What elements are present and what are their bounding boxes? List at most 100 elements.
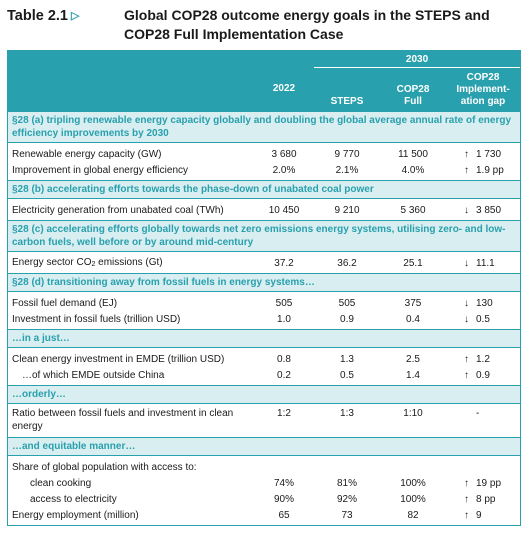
- cell-2022: 10 450: [268, 204, 300, 216]
- cell-2022: 65: [278, 509, 290, 521]
- section-heading: §28 (d) transitioning away from fossil f…: [8, 273, 521, 292]
- cell-cop28: 82: [407, 509, 419, 521]
- arrow-up-icon: ↑: [464, 164, 469, 176]
- arrow-up-icon: ↑: [464, 477, 469, 489]
- cell-2022: 0.8: [277, 353, 291, 365]
- cell-cop28: 100%: [400, 477, 426, 489]
- header-blank: [8, 67, 254, 112]
- table-title-row: Table 2.1 ▷ Global COP28 outcome energy g…: [7, 6, 525, 50]
- cell-steps: 2.1%: [335, 164, 359, 176]
- row-label: Share of global population with access t…: [12, 461, 197, 473]
- cell-cop28: 5 360: [400, 204, 426, 216]
- section-heading: §28 (c) accelerating efforts globally to…: [8, 220, 521, 252]
- arrow-up-icon: ↑: [464, 509, 469, 521]
- arrow-down-icon: ↓: [464, 204, 469, 216]
- cell-cop28: 100%: [400, 493, 426, 505]
- cell-steps: 36.2: [337, 257, 357, 269]
- section-heading: …orderly…: [8, 385, 521, 404]
- cell-steps: 9 210: [334, 204, 360, 216]
- cell-cop28: 1:10: [403, 408, 423, 419]
- arrow-down-icon: ↓: [464, 257, 469, 269]
- cell-2022: 1:2: [277, 408, 291, 419]
- cell-cop28: 4.0%: [401, 164, 425, 176]
- row-label: Energy employment (million): [12, 509, 139, 521]
- table-row: Energy employment (million) 65 73 82 ↑ 9: [8, 507, 520, 525]
- cell-steps: 1.3: [340, 353, 354, 365]
- cell-2022: 74%: [273, 477, 294, 489]
- triangle-icon: ▷: [70, 10, 80, 22]
- row-label: Electricity generation from unabated coa…: [12, 204, 224, 216]
- cell-2022: 1.0: [277, 313, 291, 325]
- row-label: Investment in fossil fuels (trillion USD…: [12, 313, 181, 325]
- cell-2022: 90%: [273, 493, 294, 505]
- cell-gap: ↑ 1 730: [464, 148, 502, 160]
- table-row: Clean energy investment in EMDE (trillio…: [8, 348, 520, 368]
- table-row: clean cooking 74% 81% 100% ↑ 19 pp: [8, 475, 520, 491]
- table-row: Renewable energy capacity (GW) 3 680 9 7…: [8, 143, 520, 163]
- cell-cop28: 25.1: [403, 257, 423, 269]
- cell-steps: 0.9: [340, 313, 354, 325]
- table-row: Share of global population with access t…: [8, 456, 520, 476]
- row-label: Fossil fuel demand (EJ): [12, 297, 118, 309]
- row-label: Improvement in global energy efficiency: [12, 164, 189, 176]
- title-line-1: Global COP28 outcome energy goals in the…: [124, 7, 490, 23]
- table-header: 2030 2022 STEPS COP28 Full COP28 Implement…: [8, 51, 521, 112]
- cell-gap: ↑ 8 pp: [464, 493, 496, 505]
- cell-2022: 37.2: [274, 257, 294, 269]
- table-row: Fossil fuel demand (EJ) 505 505 375 ↓ 130: [8, 292, 520, 312]
- cell-cop28: 11 500: [398, 148, 428, 160]
- cell-gap: ↑ 9: [464, 509, 482, 521]
- cell-cop28: 0.4: [406, 313, 420, 325]
- cell-gap: ↑ 0.9: [464, 369, 490, 381]
- cell-steps: 73: [341, 509, 353, 521]
- table-title: Global COP28 outcome energy goals in the…: [124, 6, 490, 44]
- cell-steps: 92%: [336, 493, 357, 505]
- table-row: Improvement in global energy efficiency …: [8, 162, 520, 181]
- arrow-up-icon: ↑: [464, 148, 469, 160]
- row-label: Ratio between fossil fuels and investmen…: [12, 408, 234, 432]
- cell-gap: -: [476, 408, 480, 419]
- cell-gap: ↑ 1.9 pp: [464, 164, 504, 176]
- table-row: …of which EMDE outside China 0.2 0.5 1.4…: [8, 367, 520, 386]
- table-row: Investment in fossil fuels (trillion USD…: [8, 311, 520, 330]
- cell-2022: 505: [275, 297, 293, 309]
- title-line-2: COP28 Full Implementation Case: [124, 26, 344, 42]
- cell-gap: ↑ 19 pp: [464, 477, 502, 489]
- cell-gap: ↓ 3 850: [464, 204, 502, 216]
- row-label: Clean energy investment in EMDE (trillio…: [12, 353, 225, 365]
- arrow-up-icon: ↑: [464, 369, 469, 381]
- cell-steps: 81%: [336, 477, 357, 489]
- table-row: Energy sector CO2 emissions (Gt) 37.2 36…: [8, 252, 520, 274]
- table-row: access to electricity 90% 92% 100% ↑ 8 pp: [8, 491, 520, 507]
- row-label: Energy sector CO2 emissions (Gt): [12, 256, 163, 268]
- row-label: …of which EMDE outside China: [22, 369, 165, 381]
- row-label: clean cooking: [30, 477, 92, 489]
- section-heading: §28 (b) accelerating efforts towards the…: [8, 180, 521, 199]
- table-label: Table 2.1 ▷: [7, 8, 80, 24]
- cell-cop28: 1.4: [406, 369, 420, 381]
- cell-gap: ↓ 11.1: [464, 257, 495, 269]
- cell-steps: 505: [338, 297, 356, 309]
- row-label: Renewable energy capacity (GW): [12, 148, 162, 160]
- cell-2022: 2.0%: [272, 164, 296, 176]
- table-body: §28 (a) tripling renewable energy capaci…: [8, 111, 521, 526]
- data-table: 2030 2022 STEPS COP28 Full COP28 Implement…: [8, 51, 521, 526]
- table-row: Electricity generation from unabated coa…: [8, 199, 520, 221]
- header-2022: 2022: [254, 67, 314, 112]
- table-row: Ratio between fossil fuels and investmen…: [8, 404, 520, 438]
- section-heading: …and equitable manner…: [8, 437, 521, 456]
- cell-cop28: 375: [404, 297, 422, 309]
- header-steps: STEPS: [314, 67, 380, 112]
- cell-2022: 3 680: [271, 148, 297, 160]
- cell-2022: 0.2: [277, 369, 291, 381]
- cell-cop28: 2.5: [406, 353, 420, 365]
- cell-gap: ↓ 130: [464, 297, 493, 309]
- cell-steps: 0.5: [340, 369, 354, 381]
- header-cop28-full: COP28 Full: [380, 67, 446, 112]
- header-blank: [8, 51, 254, 68]
- arrow-down-icon: ↓: [464, 297, 469, 309]
- section-heading: …in a just…: [8, 329, 521, 348]
- header-implementation-gap: COP28 Implement-ation gap: [446, 67, 521, 112]
- table-frame: 2030 2022 STEPS COP28 Full COP28 Implement…: [7, 50, 521, 526]
- header-2030: 2030: [314, 51, 521, 68]
